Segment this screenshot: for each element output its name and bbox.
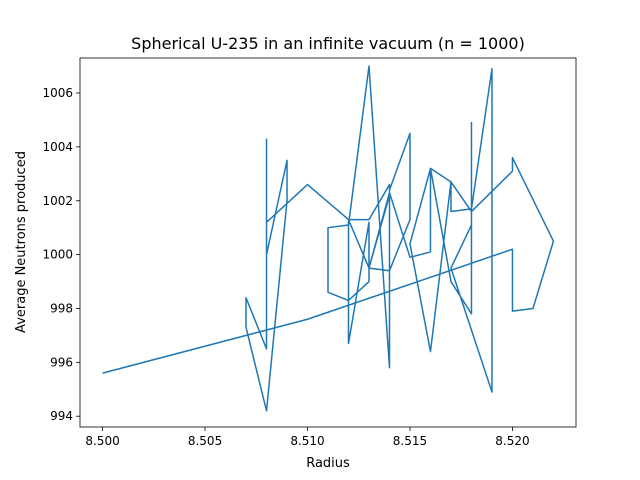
chart-title: Spherical U-235 in an infinite vacuum (n… xyxy=(131,34,525,53)
x-tick-label: 8.515 xyxy=(393,434,427,448)
y-axis-ticks: 994 996 998 1000 1002 1004 1006 xyxy=(42,86,80,423)
y-tick-label: 1002 xyxy=(42,194,73,208)
x-tick-label: 8.505 xyxy=(188,434,222,448)
y-tick-label: 1000 xyxy=(42,248,73,262)
plot-frame xyxy=(79,57,577,428)
y-tick-label: 998 xyxy=(50,301,73,315)
y-tick-label: 994 xyxy=(50,409,73,423)
plot-area xyxy=(102,65,555,412)
x-tick-label: 8.520 xyxy=(495,434,529,448)
x-tick-label: 8.500 xyxy=(85,434,119,448)
series-line xyxy=(102,65,555,412)
y-tick-label: 1006 xyxy=(42,86,73,100)
x-tick-label: 8.510 xyxy=(290,434,324,448)
y-tick-label: 1004 xyxy=(42,140,73,154)
y-tick-label: 996 xyxy=(50,355,73,369)
x-axis-ticks: 8.500 8.505 8.510 8.515 8.520 xyxy=(85,427,530,448)
y-axis-label: Average Neutrons produced xyxy=(14,151,29,333)
x-axis-label: Radius xyxy=(306,456,350,471)
